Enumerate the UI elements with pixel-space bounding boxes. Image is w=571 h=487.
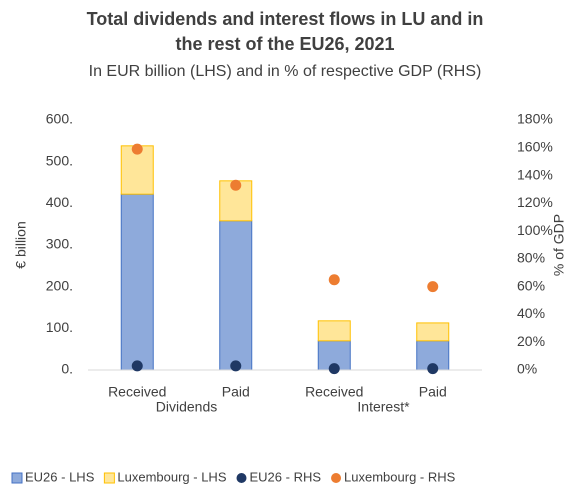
legend-label: Luxembourg - RHS <box>344 469 456 484</box>
chart-title: the rest of the EU26, 2021 <box>175 34 394 54</box>
y-tick-label: 400. <box>46 194 73 210</box>
dot <box>131 360 143 372</box>
bar <box>219 220 253 371</box>
y2-tick-label: 120% <box>517 194 553 210</box>
bar <box>416 322 450 342</box>
y2-tick-label: 140% <box>517 166 553 182</box>
y2-tick-label: 180% <box>517 111 553 127</box>
y-tick-label: 0. <box>61 361 73 377</box>
dot <box>328 274 340 286</box>
legend-label: Luxembourg - LHS <box>117 469 226 484</box>
y2-tick-label: 80% <box>517 250 545 266</box>
dot <box>328 363 340 375</box>
legend-label: EU26 - RHS <box>250 469 322 484</box>
chart-subtitle: In EUR billion (LHS) and in % of respect… <box>89 63 482 80</box>
y2-axis-label: % of GDP <box>551 214 567 276</box>
legend-swatch <box>236 473 247 483</box>
group-label: Dividends <box>156 399 217 415</box>
y-tick-label: 100. <box>46 319 73 335</box>
dot <box>230 179 242 191</box>
y2-tick-label: 40% <box>517 305 545 321</box>
x-tick-label: Received <box>108 384 166 400</box>
y-tick-label: 200. <box>46 277 73 293</box>
legend-swatch <box>11 472 23 484</box>
chart-title: Total dividends and interest flows in LU… <box>87 9 484 29</box>
y-tick-label: 500. <box>46 152 73 168</box>
y2-tick-label: 60% <box>517 277 545 293</box>
dot <box>427 363 439 375</box>
y-tick-label: 600. <box>46 111 73 127</box>
dot <box>427 281 439 293</box>
legend-label: EU26 - LHS <box>25 469 95 484</box>
x-tick-label: Paid <box>222 384 250 400</box>
legend-swatch <box>331 473 342 483</box>
x-tick-label: Received <box>305 384 363 400</box>
y-tick-label: 300. <box>46 236 73 252</box>
y2-tick-label: 100% <box>517 222 553 238</box>
y-axis-label: € billion <box>13 221 29 268</box>
bar <box>120 193 154 371</box>
dot <box>230 360 242 372</box>
bar <box>219 180 253 222</box>
x-tick-label: Paid <box>419 384 447 400</box>
y2-tick-label: 0% <box>517 361 537 377</box>
y2-tick-label: 20% <box>517 333 545 349</box>
bar <box>317 320 351 342</box>
group-label: Interest* <box>357 399 410 415</box>
dot <box>131 143 143 155</box>
y2-tick-label: 160% <box>517 138 553 154</box>
legend-swatch <box>103 472 115 484</box>
